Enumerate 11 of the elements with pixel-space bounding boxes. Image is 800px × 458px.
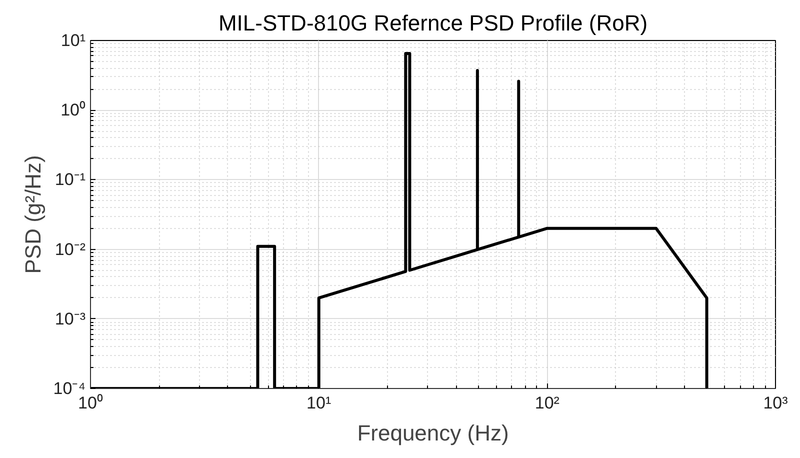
chart-title: MIL-STD-810G Refernce PSD Profile (RoR)	[218, 10, 648, 36]
y-tick-label: 10⁰	[60, 100, 86, 120]
x-axis-title: Frequency (Hz)	[357, 420, 509, 446]
y-tick-label: 10⁻³	[54, 309, 86, 328]
x-tick-label: 10³	[763, 394, 788, 412]
x-tick-label: 10²	[534, 394, 560, 412]
y-tick-label: 10¹	[60, 31, 86, 50]
y-axis-title: PSD (g²/Hz)	[20, 155, 46, 274]
y-tick-label: 10⁻²	[54, 240, 86, 259]
x-tick-label: 10¹	[306, 394, 332, 412]
y-tick-label: 10⁻¹	[54, 170, 86, 190]
